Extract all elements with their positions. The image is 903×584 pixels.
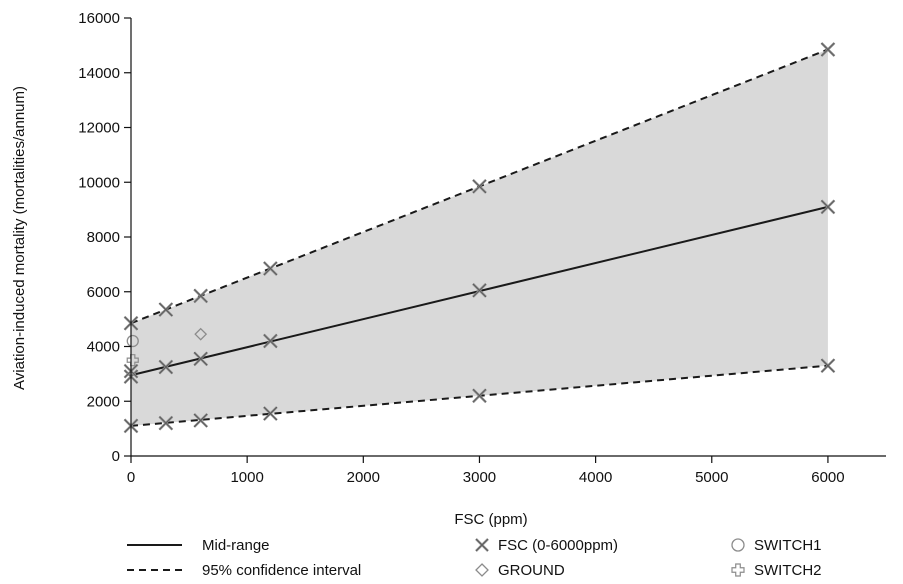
- x-marker-2: [158, 359, 174, 375]
- legend-label-3: 95% confidence interval: [202, 562, 361, 579]
- x-tick-label-4: 4000: [579, 469, 612, 486]
- marker-layer: [123, 42, 836, 434]
- y-axis-label: Aviation-induced mortality (mortalities/…: [11, 86, 28, 390]
- legend-entry-0: Mid-range: [127, 537, 270, 554]
- x-tick-label-3: 3000: [463, 469, 496, 486]
- x-marker-11: [472, 179, 487, 194]
- x-tick-label-5: 5000: [695, 469, 728, 486]
- x-marker-10: [263, 261, 278, 276]
- x-marker-17: [472, 388, 487, 404]
- legend-entry-4: GROUND: [475, 562, 565, 579]
- y-tick-label-6: 12000: [78, 120, 120, 137]
- legend: Mid-range FSC (0-6000ppm) SWITCH1 95% confi…: [127, 537, 822, 579]
- legend-entry-1: FSC (0-6000ppm): [475, 537, 618, 554]
- legend-diamond-icon: [475, 563, 489, 577]
- y-tick-label-7: 14000: [78, 65, 120, 82]
- confidence-band-layer: [131, 49, 828, 426]
- x-tick-label-2: 2000: [347, 469, 380, 486]
- circle-marker-0: [126, 334, 139, 348]
- x-marker-8: [158, 302, 174, 317]
- legend-entry-3: 95% confidence interval: [127, 562, 361, 579]
- legend-entry-5: SWITCH2: [731, 562, 822, 579]
- y-tick-label-2: 4000: [87, 339, 120, 356]
- x-marker-16: [263, 406, 278, 421]
- confidence-band: [131, 49, 828, 426]
- x-marker-9: [193, 288, 209, 304]
- y-tick-label-0: 0: [112, 448, 120, 465]
- x-marker-18: [820, 358, 836, 374]
- legend-label-5: SWITCH2: [754, 562, 822, 579]
- legend-x-icon: [475, 538, 489, 552]
- legend-label-0: Mid-range: [202, 537, 270, 554]
- legend-label-4: GROUND: [498, 562, 565, 579]
- legend-entry-2: SWITCH1: [731, 537, 822, 554]
- x-marker-14: [158, 415, 174, 431]
- y-tick-label-5: 10000: [78, 174, 120, 191]
- axes: 0 2000 4000 6000 8000 10000 12000 14000 16000 0 10…: [78, 10, 886, 486]
- x-tick-label-1: 1000: [230, 469, 263, 486]
- x-marker-3: [193, 351, 209, 367]
- x-marker-5: [472, 283, 487, 298]
- y-tick-label-8: 16000: [78, 10, 120, 27]
- y-tick-label-1: 2000: [87, 393, 120, 410]
- x-tick-label-6: 6000: [811, 469, 844, 486]
- legend-label-1: FSC (0-6000ppm): [498, 537, 618, 554]
- y-tick-label-3: 6000: [87, 284, 120, 301]
- legend-plus-icon: [731, 563, 745, 577]
- diamond-marker-0: [194, 327, 208, 341]
- x-marker-4: [263, 333, 278, 349]
- x-marker-6: [820, 199, 836, 215]
- x-axis-label: FSC (ppm): [454, 511, 527, 528]
- legend-circle-icon: [731, 538, 745, 552]
- x-marker-12: [820, 42, 836, 57]
- plus-marker-0: [126, 354, 139, 367]
- legend-label-2: SWITCH1: [754, 537, 822, 554]
- x-marker-15: [193, 413, 209, 428]
- x-tick-label-0: 0: [127, 469, 135, 486]
- y-tick-label-4: 8000: [87, 229, 120, 246]
